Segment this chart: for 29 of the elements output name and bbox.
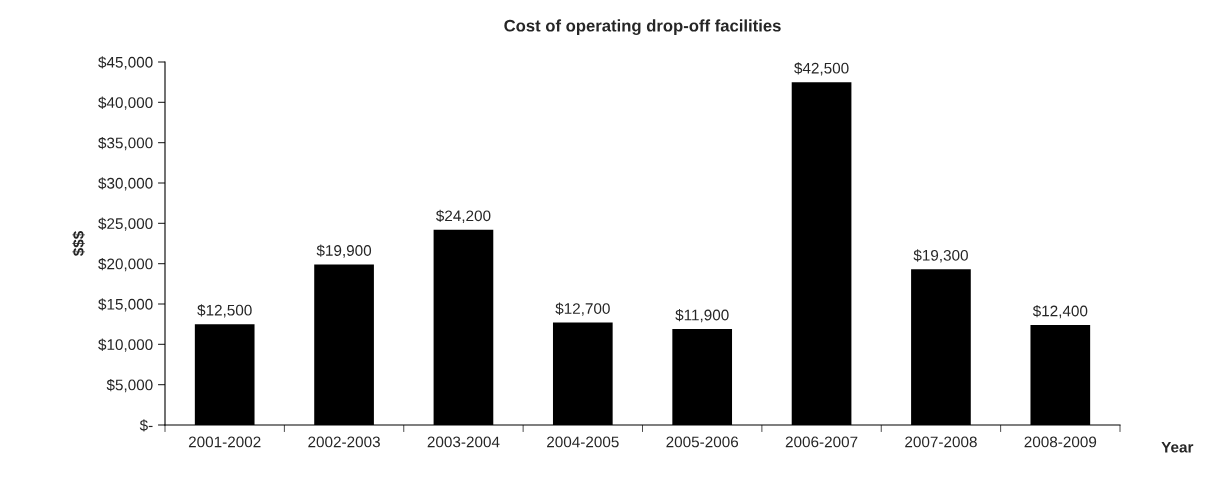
y-tick-label: $15,000 — [98, 298, 153, 312]
data-label: $19,900 — [316, 244, 372, 258]
data-label: $24,200 — [435, 209, 491, 224]
y-tick-label: $10,000 — [98, 338, 153, 352]
y-tick-label: $20,000 — [98, 257, 153, 272]
x-tick-label: 2002-2003 — [308, 436, 380, 448]
y-tick-label: $- — [139, 419, 153, 432]
data-label: $11,900 — [675, 308, 729, 323]
chart-title: Cost of operating drop-off facilities — [504, 19, 781, 35]
y-tick-label: $25,000 — [98, 217, 153, 231]
y-axis-title: $$$ — [72, 230, 85, 257]
x-tick-label: 2007-2008 — [905, 436, 977, 448]
data-label: $42,500 — [794, 62, 849, 76]
y-tick-label: $40,000 — [98, 96, 153, 110]
x-tick-label: 2005-2006 — [666, 436, 739, 448]
x-axis-title: Year — [1161, 441, 1194, 453]
y-tick-label: $35,000 — [98, 136, 153, 151]
x-tick-label: 2006-2007 — [785, 436, 858, 448]
y-tick-label: $45,000 — [98, 56, 153, 70]
x-tick-label: 2004-2005 — [547, 436, 619, 448]
data-label: $12,500 — [197, 304, 252, 318]
data-label: $12,400 — [1032, 304, 1088, 319]
x-tick-label: 2003-2004 — [427, 436, 500, 448]
data-label: $12,700 — [555, 302, 610, 316]
y-tick-label: $30,000 — [98, 177, 153, 191]
y-tick-label: $5,000 — [106, 378, 153, 393]
data-label: $19,300 — [913, 249, 968, 263]
x-tick-label: 2008-2009 — [1024, 436, 1097, 448]
x-tick-label: 2001-2002 — [188, 436, 261, 448]
